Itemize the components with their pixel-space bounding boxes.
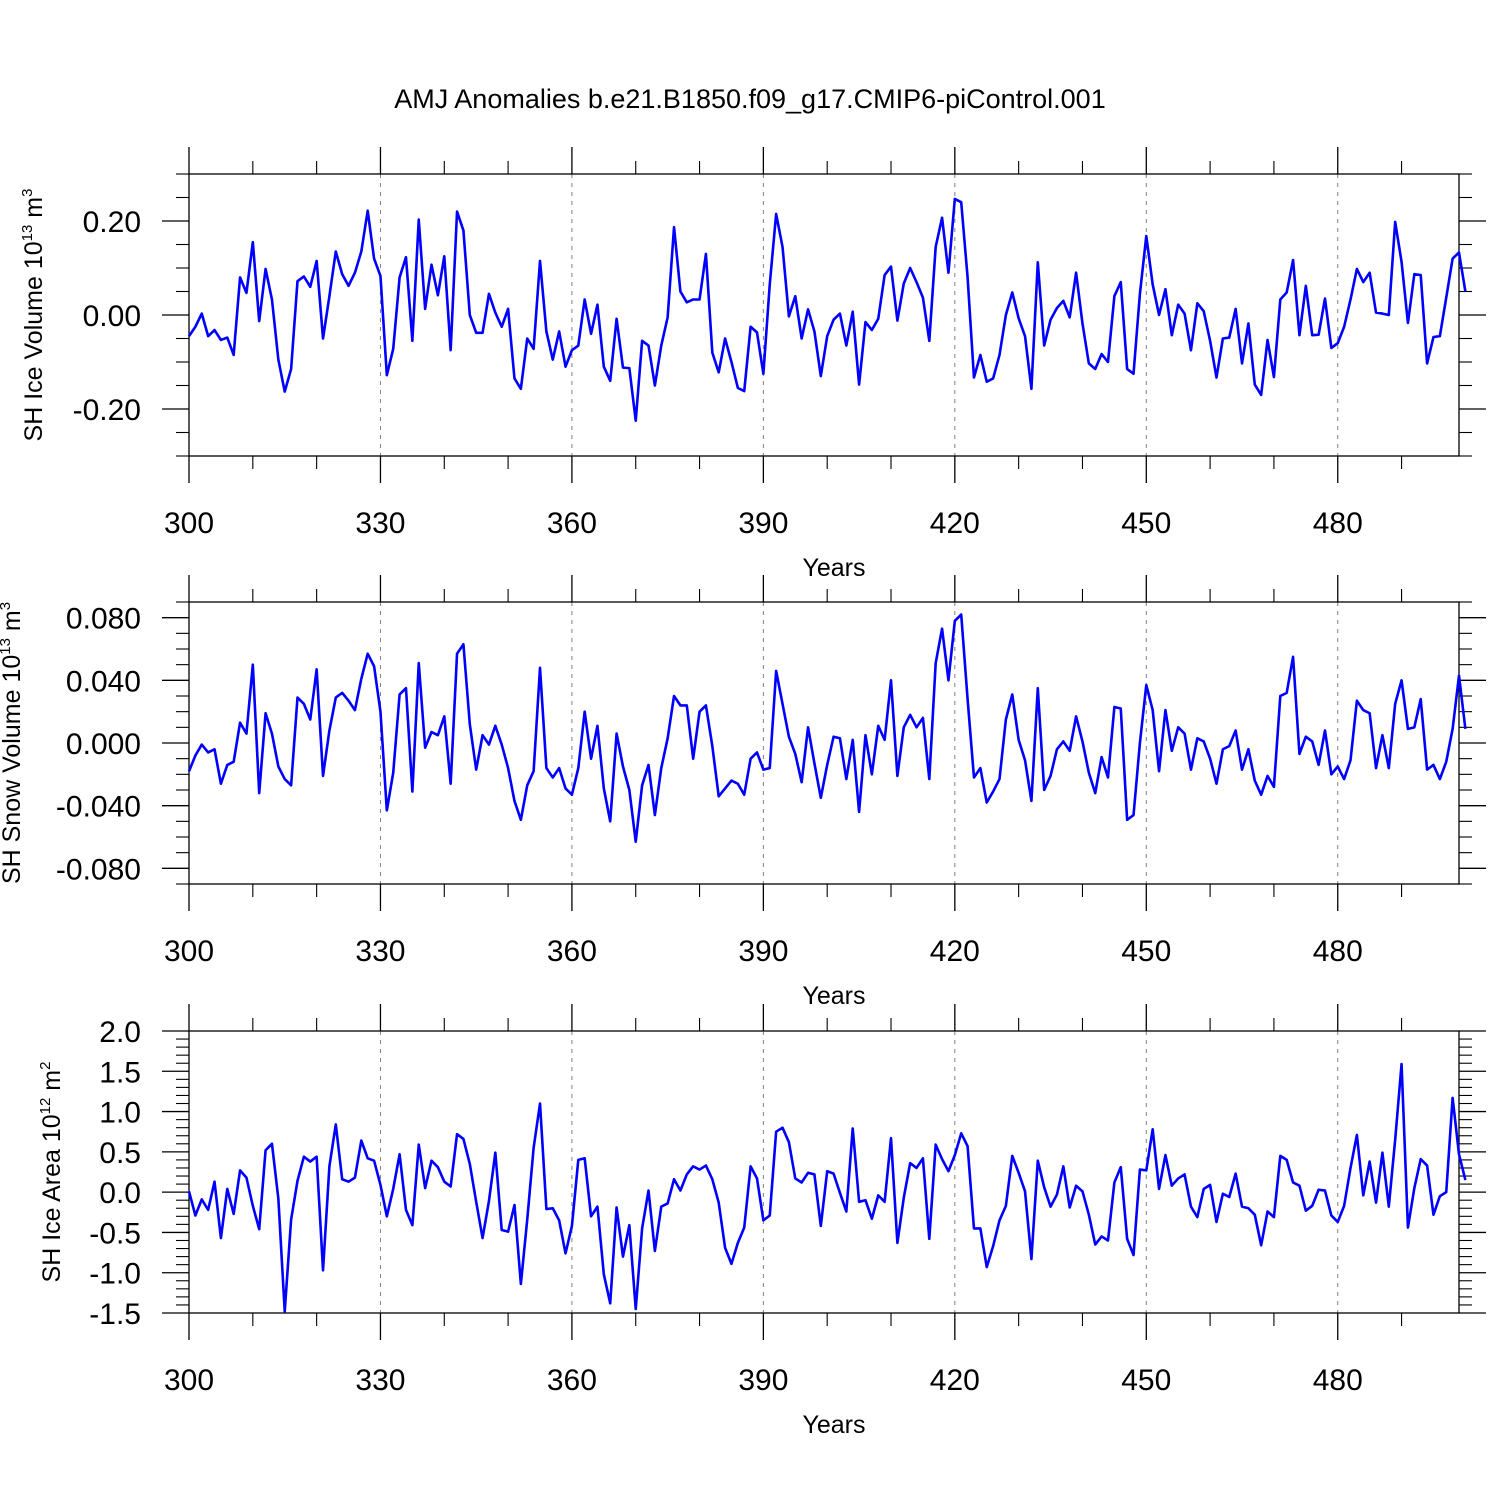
plot-frame bbox=[188, 1030, 1460, 1314]
y-axis-title-part: m bbox=[38, 1070, 66, 1098]
y-axis-title-part: 13 bbox=[0, 638, 14, 655]
x-tick-label: 480 bbox=[1313, 507, 1363, 540]
plot-frame bbox=[188, 601, 1460, 885]
y-tick-label: 2.0 bbox=[99, 1016, 141, 1049]
x-tick-label: 450 bbox=[1121, 1364, 1171, 1397]
panel-sh-snow-volume: 300 330 360 390 420 450 480 Years 0.080 0.040 0.00… bbox=[0, 575, 1486, 1010]
y-axis-title-part: 3 bbox=[0, 602, 14, 610]
x-tick-label: 360 bbox=[547, 507, 597, 540]
x-tick-label: 480 bbox=[1313, 935, 1363, 968]
y-tick-label: -0.5 bbox=[89, 1217, 141, 1250]
chart-title: AMJ Anomalies b.e21.B1850.f09_g17.CMIP6-… bbox=[394, 84, 1106, 114]
y-axis-title-part: m bbox=[20, 197, 48, 225]
series-line bbox=[187, 1062, 1467, 1313]
x-tick-label: 330 bbox=[355, 1364, 405, 1397]
y-axis-title: SH Snow Volume 1013 m3 bbox=[0, 602, 26, 884]
y-axis-title-part: 3 bbox=[19, 189, 36, 197]
y-tick-label: -0.20 bbox=[73, 394, 141, 427]
y-tick-label: 0.000 bbox=[66, 728, 141, 761]
x-tick-label: 300 bbox=[164, 507, 214, 540]
x-tick-label: 450 bbox=[1121, 935, 1171, 968]
x-axis-title: Years bbox=[802, 982, 865, 1010]
x-tick-label: 360 bbox=[547, 935, 597, 968]
x-tick-label: 330 bbox=[355, 507, 405, 540]
y-axis-title-part: 13 bbox=[19, 225, 36, 242]
y-tick-label: 0.0 bbox=[99, 1177, 141, 1210]
y-axis-title-part: SH Ice Area 10 bbox=[38, 1114, 66, 1282]
y-tick-label: -1.0 bbox=[89, 1258, 141, 1291]
x-axis-title: Years bbox=[802, 1411, 865, 1439]
series-line bbox=[187, 613, 1467, 844]
series-line bbox=[187, 197, 1467, 423]
y-tick-label: 0.00 bbox=[83, 300, 141, 333]
y-tick-label: 0.20 bbox=[83, 206, 141, 239]
y-tick-label: 0.040 bbox=[66, 665, 141, 698]
y-tick-label: -0.080 bbox=[56, 853, 141, 886]
y-tick-label: -0.040 bbox=[56, 791, 141, 824]
y-tick-label: 0.5 bbox=[99, 1137, 141, 1170]
y-tick-label: -1.5 bbox=[89, 1298, 141, 1331]
x-tick-label: 390 bbox=[738, 1364, 788, 1397]
x-tick-label: 300 bbox=[164, 935, 214, 968]
y-tick-label: 0.080 bbox=[66, 603, 141, 636]
y-axis-title-part: m bbox=[0, 610, 26, 638]
y-axis-title-part: 12 bbox=[37, 1098, 54, 1115]
x-tick-label: 420 bbox=[930, 1364, 980, 1397]
y-tick-label: 1.5 bbox=[99, 1056, 141, 1089]
y-tick-label: 1.0 bbox=[99, 1097, 141, 1130]
x-tick-label: 390 bbox=[738, 507, 788, 540]
plot-frame bbox=[188, 173, 1460, 457]
y-axis-title-part: SH Snow Volume 10 bbox=[0, 655, 26, 884]
panel-sh-ice-area: 300 330 360 390 420 450 480 Years 2.0 1.5 1.0 0.5 0.… bbox=[37, 1004, 1486, 1439]
y-axis-title: SH Ice Area 1012 m2 bbox=[37, 1062, 66, 1283]
x-tick-label: 390 bbox=[738, 935, 788, 968]
y-axis-title-part: SH Ice Volume 10 bbox=[20, 241, 48, 441]
panel-sh-ice-volume: 300 330 360 390 420 450 480 Years 0.20 0.00 -0.20 S… bbox=[19, 147, 1486, 582]
y-axis-title: SH Ice Volume 1013 m3 bbox=[19, 189, 48, 442]
x-tick-label: 300 bbox=[164, 1364, 214, 1397]
x-tick-label: 450 bbox=[1121, 507, 1171, 540]
x-tick-label: 420 bbox=[930, 935, 980, 968]
x-tick-label: 480 bbox=[1313, 1364, 1363, 1397]
x-tick-label: 330 bbox=[355, 935, 405, 968]
y-axis-title-part: 2 bbox=[37, 1062, 54, 1070]
x-tick-label: 420 bbox=[930, 507, 980, 540]
x-tick-label: 360 bbox=[547, 1364, 597, 1397]
x-axis-title: Years bbox=[802, 554, 865, 582]
